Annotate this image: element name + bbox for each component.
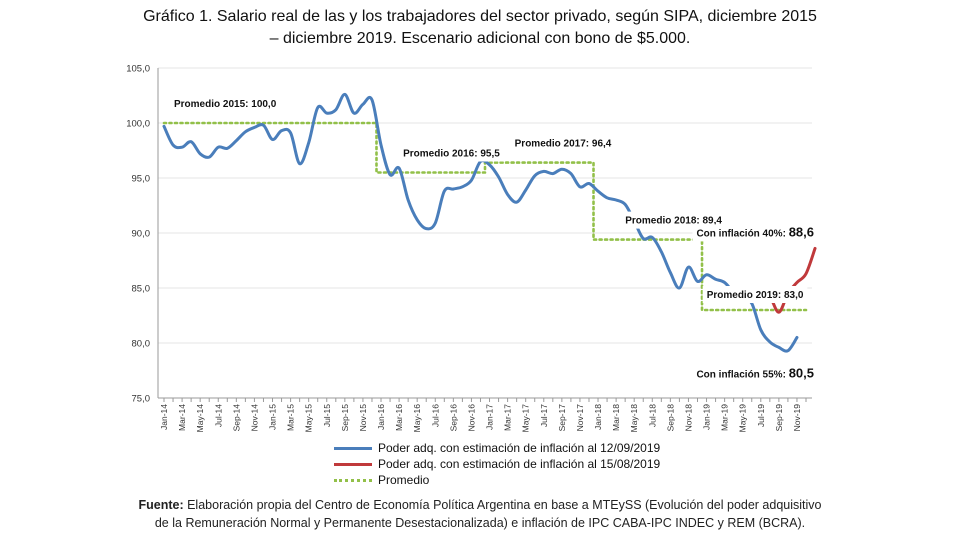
legend-label-red: Poder adq. con estimación de inflación a… <box>378 457 661 471</box>
x-tick-label: Jan-19 <box>702 404 712 430</box>
y-tick-label: 75,0 <box>132 394 151 405</box>
x-tick-label: Jan-17 <box>485 404 495 430</box>
x-tick-label: Sep-18 <box>665 404 675 432</box>
x-tick-label: Mar-16 <box>394 404 404 431</box>
legend-swatch-red <box>334 462 372 466</box>
x-tick-label: Nov-14 <box>249 404 259 432</box>
source-line-1: Fuente: Elaboración propia del Centro de… <box>120 496 840 514</box>
annotation-label: Promedio 2015: 100,0 <box>174 99 277 110</box>
x-tick-label: Nov-17 <box>575 404 585 432</box>
legend-swatch-promedio <box>334 478 372 482</box>
x-tick-label: Jan-14 <box>159 404 169 430</box>
annotation-box <box>621 211 726 229</box>
annotation-box <box>692 365 818 383</box>
x-tick-label: Jul-16 <box>430 404 440 427</box>
x-tick-label: Nov-16 <box>466 404 476 432</box>
y-tick-label: 85,0 <box>132 284 151 295</box>
x-tick-label: Mar-18 <box>611 404 621 431</box>
legend-item-promedio: Promedio <box>334 472 660 488</box>
legend-label-blue: Poder adq. con estimación de inflación a… <box>378 441 661 455</box>
annotation-box <box>510 134 616 152</box>
annotation-prom2015: Promedio 2015: 100,0 <box>170 95 281 112</box>
annotation-box <box>692 224 818 242</box>
x-tick-label: Nov-19 <box>792 404 802 432</box>
x-tick-label: May-15 <box>304 404 314 433</box>
x-tick-label: Nov-15 <box>358 404 368 432</box>
chart-title: Gráfico 1. Salario real de las y los tra… <box>120 6 840 50</box>
chart-title-line-1: Gráfico 1. Salario real de las y los tra… <box>143 8 817 25</box>
annotation-label: Promedio 2017: 96,4 <box>515 139 612 150</box>
x-tick-label: Jul-14 <box>213 404 223 427</box>
annotation-prefix: Con inflación 55%: <box>696 370 788 381</box>
y-tick-label: 100,0 <box>126 119 150 130</box>
annotation-prefix: Con inflación 40%: <box>696 228 788 239</box>
chart-legend: Poder adq. con estimación de inflación a… <box>334 440 660 488</box>
annotation-value: 88,6 <box>789 224 814 239</box>
x-tick-label: May-16 <box>412 404 422 433</box>
x-tick-label: May-19 <box>738 404 748 433</box>
x-tick-label: Sep-15 <box>340 404 350 432</box>
annotation-prom2017: Promedio 2017: 96,4 <box>510 134 616 152</box>
x-tick-label: Nov-18 <box>683 404 693 432</box>
x-tick-label: Jul-19 <box>756 404 766 427</box>
source-label: Fuente: <box>138 498 184 512</box>
annotation-prom2016: Promedio 2016: 95,5 <box>399 144 504 162</box>
legend-item-blue: Poder adq. con estimación de inflación a… <box>334 440 660 456</box>
annotation-prom2018: Promedio 2018: 89,4 <box>621 211 726 229</box>
x-tick-label: Jul-15 <box>322 404 332 427</box>
y-tick-label: 105,0 <box>126 64 150 75</box>
chart-title-line-2: – diciembre 2019. Escenario adicional co… <box>269 30 691 47</box>
annotation-box <box>702 286 808 303</box>
annotation-label: Promedio 2019: 83,0 <box>707 290 804 301</box>
y-tick-label: 95,0 <box>132 174 151 185</box>
source-text-1: Elaboración propia del Centro de Economí… <box>183 498 822 512</box>
x-tick-label: Jan-18 <box>593 404 603 430</box>
annotation-box <box>170 95 281 112</box>
x-tick-label: Sep-16 <box>448 404 458 432</box>
annotation-prom2019: Promedio 2019: 83,0 <box>702 286 808 303</box>
x-tick-label: Sep-19 <box>774 404 784 432</box>
legend-item-red: Poder adq. con estimación de inflación a… <box>334 456 660 472</box>
x-tick-label: May-18 <box>629 404 639 433</box>
x-tick-label: Jan-16 <box>376 404 386 430</box>
x-tick-label: Sep-17 <box>557 404 567 432</box>
x-tick-label: Mar-17 <box>503 404 513 431</box>
legend-label-promedio: Promedio <box>378 473 430 487</box>
annotation-label: Con inflación 40%: 88,6 <box>696 224 814 239</box>
annotation-inf40: Con inflación 40%: 88,6 <box>692 224 818 242</box>
x-tick-label: Sep-14 <box>231 404 241 432</box>
annotation-box <box>399 144 504 162</box>
annotation-label: Promedio 2018: 89,4 <box>625 216 722 227</box>
annotation-label: Promedio 2016: 95,5 <box>403 149 500 160</box>
x-tick-label: Mar-14 <box>177 404 187 431</box>
source-line-2: de la Remuneración Normal y Permanente D… <box>154 516 806 530</box>
x-tick-label: Mar-15 <box>286 404 296 431</box>
annotation-inf55: Con inflación 55%: 80,5 <box>692 365 818 383</box>
x-tick-label: Jan-15 <box>268 404 278 430</box>
legend-swatch-blue <box>334 446 372 450</box>
x-tick-label: Jul-17 <box>539 404 549 427</box>
annotation-value: 80,5 <box>789 366 814 381</box>
x-tick-label: May-14 <box>195 404 205 433</box>
y-tick-label: 80,0 <box>132 339 151 350</box>
y-tick-label: 90,0 <box>132 229 151 240</box>
x-tick-label: May-17 <box>521 404 531 433</box>
x-tick-label: Jul-18 <box>647 404 657 427</box>
x-tick-label: Mar-19 <box>720 404 730 431</box>
source-note: Fuente: Elaboración propia del Centro de… <box>120 496 840 532</box>
annotation-label: Con inflación 55%: 80,5 <box>696 366 814 381</box>
